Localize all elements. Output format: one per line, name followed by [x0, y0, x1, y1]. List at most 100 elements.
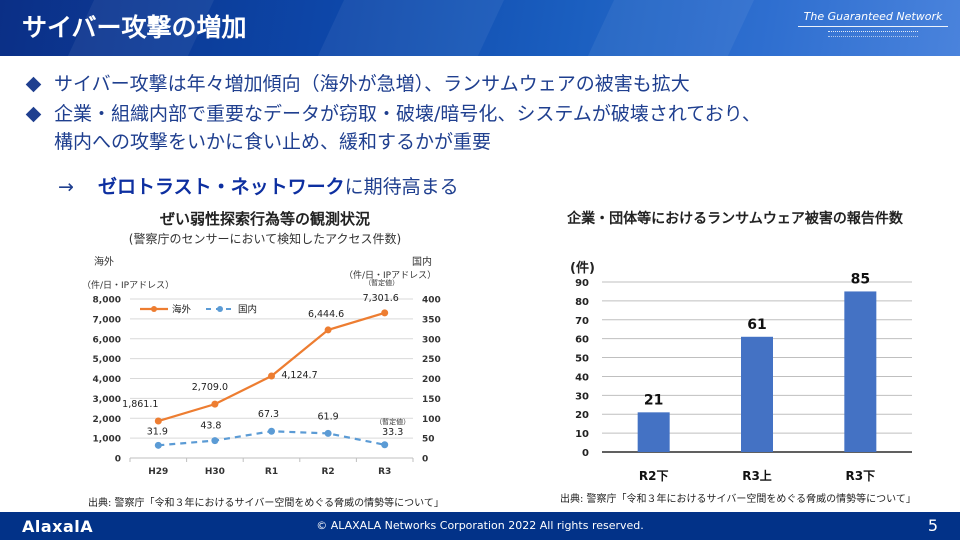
- legend-label-overseas: 海外: [172, 304, 192, 316]
- left-chart-title: ぜい弱性探索行為等の観測状況: [159, 210, 370, 228]
- y-tick-label: 0: [582, 448, 589, 459]
- right-chart-title: 企業・団体等におけるランサムウェア被害の報告件数: [567, 211, 903, 227]
- data-point: [154, 441, 162, 449]
- header-decoration: [311, 0, 509, 56]
- right-tick-label: 200: [422, 375, 441, 385]
- bar-value-label: 85: [851, 271, 870, 287]
- data-label: 33.3: [382, 427, 403, 438]
- y-tick-label: 90: [575, 278, 589, 289]
- copyright: © ALAXALA Networks Corporation 2022 All …: [316, 519, 644, 532]
- legend-marker-overseas: [151, 306, 157, 312]
- data-point: [211, 437, 219, 445]
- slide-header: サイバー攻撃の増加 The Guaranteed Network: [0, 0, 960, 56]
- x-tick-label: R3上: [742, 468, 772, 483]
- right-axis-unit: （件/日・IPアドレス）: [344, 271, 437, 281]
- bullet-item: サイバー攻撃は年々増加傾向（海外が急増）、ランサムウェアの被害も拡大: [24, 70, 954, 98]
- data-point: [381, 309, 389, 317]
- data-point: [211, 400, 219, 408]
- bullet-text: サイバー攻撃は年々増加傾向（海外が急増）、ランサムウェアの被害も拡大: [54, 73, 690, 95]
- data-label: 7,301.6: [363, 293, 399, 304]
- data-point: [154, 417, 162, 425]
- right-chart-source: 出典: 警察庁「令和３年におけるサイバー空間をめぐる脅威の情勢等について」: [560, 494, 916, 505]
- y-tick-label: 70: [575, 316, 589, 327]
- left-tick-label: 1,000: [93, 435, 121, 445]
- right-tick-label: 350: [422, 315, 441, 325]
- arrow-icon: →: [58, 176, 74, 198]
- left-chart-subtitle: (警察庁のセンサーにおいて検知したアクセス件数): [128, 232, 402, 246]
- right-axis-title: 国内: [412, 257, 432, 268]
- y-tick-label: 40: [575, 372, 589, 383]
- data-point: [268, 427, 275, 435]
- left-tick-label: 5,000: [93, 355, 121, 365]
- data-label: 31.9: [147, 426, 168, 437]
- page-number: 5: [927, 516, 938, 535]
- right-tick-label: 250: [422, 355, 441, 365]
- brand-tagline-graphic: [828, 31, 918, 37]
- x-tick-label: R2: [321, 467, 334, 477]
- y-tick-label: 10: [575, 429, 589, 440]
- data-label: 61.9: [318, 411, 339, 422]
- bar: [844, 291, 877, 452]
- data-label: 1,861.1: [122, 399, 158, 410]
- data-point: [268, 372, 275, 380]
- y-tick-label: 20: [575, 410, 589, 421]
- brand-lockup: The Guaranteed Network: [798, 10, 948, 37]
- y-tick-label: 80: [575, 297, 589, 308]
- x-tick-label: R2下: [639, 469, 669, 483]
- y-tick-label: 50: [575, 354, 589, 365]
- series-line-overseas: [157, 311, 386, 423]
- bar: [637, 412, 670, 452]
- left-chart-source: 出典: 警察庁「令和３年におけるサイバー空間をめぐる脅威の情勢等について」: [88, 498, 444, 509]
- data-point: [324, 326, 332, 334]
- brand-divider: [798, 26, 948, 27]
- x-tick-label: R1: [265, 467, 278, 477]
- bar-value-label: 21: [644, 392, 663, 408]
- data-label: 2,709.0: [192, 382, 228, 393]
- right-tick-label: 100: [422, 415, 441, 425]
- conclusion-highlight: ゼロトラスト・ネットワーク: [98, 176, 345, 198]
- provisional-annotation: （暫定値）: [375, 417, 410, 426]
- conclusion-line: → ゼロトラスト・ネットワークに期待高まる: [58, 172, 459, 199]
- slide-footer: AlaxalA © ALAXALA Networks Corporation 2…: [0, 512, 960, 540]
- conclusion-text: に期待高まる: [344, 176, 459, 198]
- left-tick-label: 8,000: [93, 296, 121, 306]
- data-label: 67.3: [258, 409, 279, 420]
- bullet-text: 企業・組織内部で重要なデータが窃取・破壊/暗号化、システムが破壊されており、: [54, 103, 761, 125]
- y-tick-label: 60: [575, 335, 589, 346]
- data-point: [381, 441, 389, 449]
- company-logo: AlaxalA: [22, 517, 94, 536]
- legend-marker-domestic: [217, 306, 223, 312]
- legend-label-domestic: 国内: [238, 304, 257, 316]
- brand-name: The Guaranteed Network: [803, 10, 943, 23]
- right-tick-label: 50: [422, 435, 435, 445]
- left-tick-label: 4,000: [93, 375, 121, 385]
- x-tick-label: H30: [205, 467, 225, 477]
- data-label: 6,444.6: [308, 309, 344, 320]
- bullet-text-continued: 構内への攻撃をいかに食い止め、緩和するかが重要: [54, 131, 492, 153]
- right-tick-label: 0: [422, 455, 428, 465]
- left-tick-label: 0: [115, 455, 121, 465]
- right-tick-label: 150: [422, 395, 441, 405]
- slide-title: サイバー攻撃の増加: [22, 13, 247, 42]
- left-tick-label: 3,000: [93, 395, 121, 405]
- header-decoration: [581, 0, 759, 56]
- data-point: [324, 429, 332, 437]
- bar-value-label: 61: [747, 317, 766, 333]
- diamond-bullet-icon: [25, 106, 42, 123]
- left-axis-title: 海外: [94, 257, 114, 268]
- bullet-list: サイバー攻撃は年々増加傾向（海外が急増）、ランサムウェアの被害も拡大 企業・組織…: [24, 70, 954, 156]
- left-tick-label: 2,000: [93, 415, 121, 425]
- right-tick-label: 300: [422, 335, 441, 345]
- data-label: 43.8: [200, 421, 221, 432]
- diamond-bullet-icon: [25, 76, 42, 93]
- x-tick-label: H29: [148, 467, 168, 477]
- left-tick-label: 7,000: [93, 315, 121, 325]
- y-axis-unit: (件): [570, 260, 595, 276]
- left-axis-unit: （件/日・IPアドレス）: [82, 281, 175, 291]
- x-tick-label: R3: [378, 467, 391, 477]
- y-tick-label: 30: [575, 391, 589, 402]
- right-tick-label: 400: [422, 296, 441, 306]
- left-tick-label: 6,000: [93, 335, 121, 345]
- data-label: 4,124.7: [281, 370, 317, 381]
- bullet-item: 企業・組織内部で重要なデータが窃取・破壊/暗号化、システムが破壊されており、 構…: [24, 100, 954, 156]
